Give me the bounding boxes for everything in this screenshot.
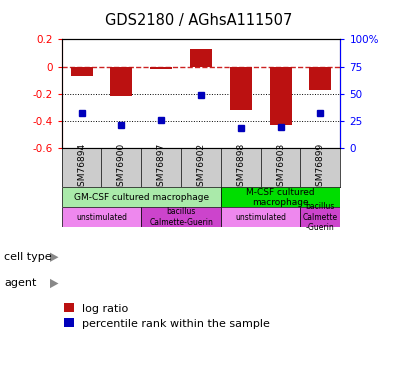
Bar: [270, 66, 291, 125]
Text: unstimulated: unstimulated: [76, 213, 127, 222]
Bar: [71, 66, 92, 76]
Bar: [300, 207, 340, 227]
Text: GSM76899: GSM76899: [316, 143, 325, 192]
Text: GSM76902: GSM76902: [197, 143, 205, 192]
Polygon shape: [50, 252, 59, 262]
Text: GSM76900: GSM76900: [117, 143, 126, 192]
Bar: [190, 49, 212, 66]
Bar: [111, 66, 132, 96]
Bar: [310, 66, 332, 90]
Text: percentile rank within the sample: percentile rank within the sample: [82, 320, 269, 329]
Bar: [64, 318, 74, 327]
Text: agent: agent: [4, 278, 36, 288]
Bar: [150, 66, 172, 69]
Text: GM-CSF cultured macrophage: GM-CSF cultured macrophage: [74, 193, 209, 202]
Polygon shape: [50, 279, 59, 288]
Text: bacillus
Calmette
-Guerin: bacillus Calmette -Guerin: [303, 202, 338, 232]
Text: log ratio: log ratio: [82, 304, 128, 314]
Text: GSM76903: GSM76903: [276, 143, 285, 192]
Text: cell type: cell type: [4, 252, 52, 262]
Text: bacillus
Calmette-Guerin: bacillus Calmette-Guerin: [149, 207, 213, 227]
Text: M-CSF cultured
macrophage: M-CSF cultured macrophage: [246, 188, 315, 207]
Bar: [62, 207, 141, 227]
Text: unstimulated: unstimulated: [235, 213, 286, 222]
Bar: [62, 188, 221, 207]
Bar: [64, 303, 74, 312]
Bar: [141, 207, 221, 227]
Bar: [221, 207, 300, 227]
Text: GDS2180 / AGhsA111507: GDS2180 / AGhsA111507: [105, 13, 293, 28]
Bar: [230, 66, 252, 110]
Text: GSM76898: GSM76898: [236, 143, 245, 192]
Text: GSM76897: GSM76897: [157, 143, 166, 192]
Text: GSM76894: GSM76894: [77, 143, 86, 192]
Bar: [221, 188, 340, 207]
